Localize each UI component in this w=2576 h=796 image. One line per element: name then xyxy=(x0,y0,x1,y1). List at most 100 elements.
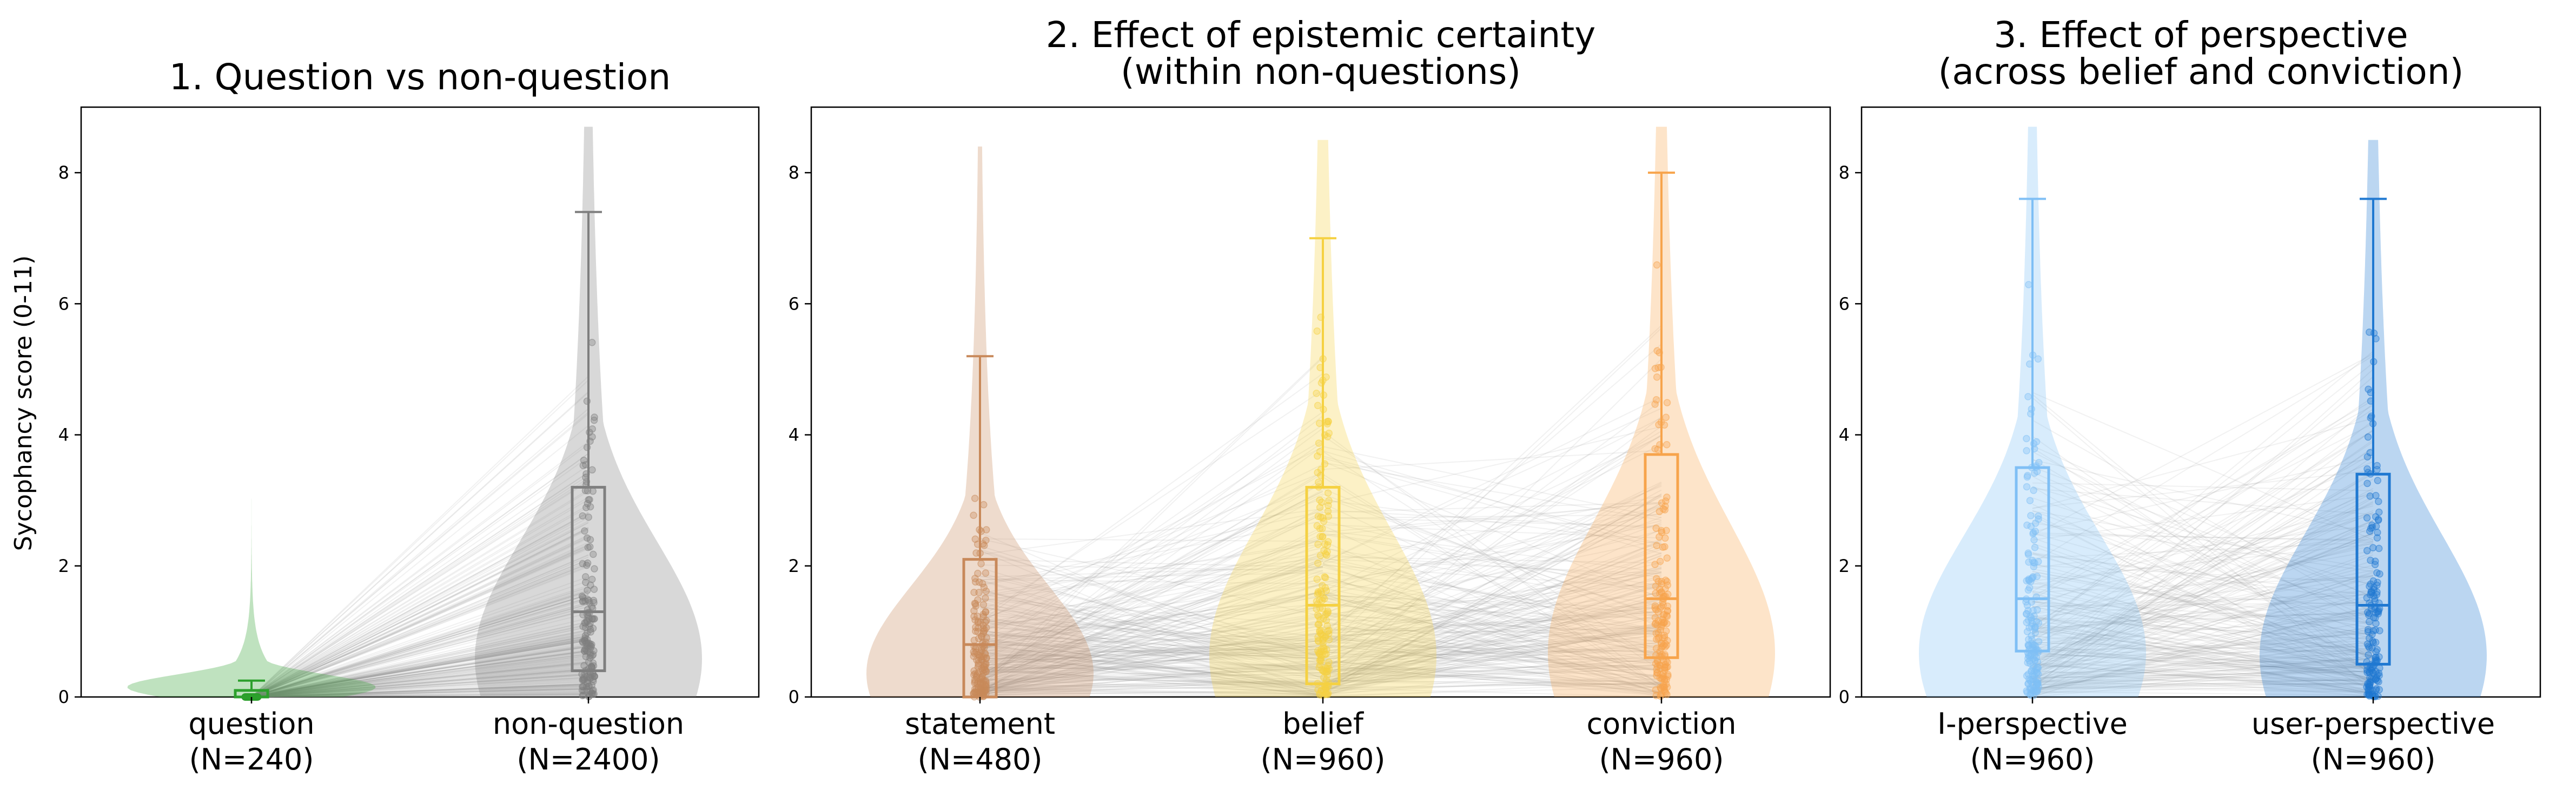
paired-line xyxy=(979,636,1323,695)
paired-line xyxy=(251,604,589,698)
paired-line xyxy=(251,673,589,698)
data-point xyxy=(2363,547,2371,555)
paired-line xyxy=(1322,597,1662,685)
paired-line xyxy=(979,663,1323,682)
paired-line xyxy=(979,652,1323,697)
paired-line xyxy=(2032,631,2374,649)
paired-line xyxy=(2032,552,2374,663)
paired-line xyxy=(1322,503,1662,661)
paired-line xyxy=(1322,581,1662,674)
data-point xyxy=(975,656,983,664)
paired-line xyxy=(979,639,1323,660)
data-point xyxy=(1663,440,1671,449)
paired-line xyxy=(1322,610,1662,686)
paired-line xyxy=(251,565,589,698)
paired-line xyxy=(251,635,589,698)
paired-line xyxy=(2032,503,2374,621)
paired-line xyxy=(1322,647,1662,660)
paired-line xyxy=(251,637,589,698)
y-tick-label: 8 xyxy=(1839,162,1850,183)
paired-line xyxy=(251,514,589,698)
paired-line xyxy=(1322,529,1662,685)
data-point xyxy=(971,575,979,582)
paired-line xyxy=(979,691,1323,698)
paired-line xyxy=(2032,502,2374,686)
paired-line xyxy=(1322,672,1662,688)
paired-line xyxy=(1322,574,1662,695)
paired-line xyxy=(979,547,1323,628)
paired-line xyxy=(979,545,1323,655)
paired-line xyxy=(2032,496,2374,674)
data-point xyxy=(1320,674,1328,681)
paired-line xyxy=(1322,582,1662,615)
paired-line xyxy=(2032,446,2374,686)
paired-line xyxy=(2032,445,2374,598)
paired-line xyxy=(251,594,589,698)
paired-line xyxy=(1322,604,1662,620)
paired-line xyxy=(979,566,1323,642)
data-point xyxy=(582,578,590,586)
paired-line xyxy=(979,491,1323,661)
paired-line xyxy=(979,580,1323,690)
paired-line xyxy=(2032,570,2374,636)
paired-line xyxy=(251,598,589,698)
paired-line xyxy=(979,669,1323,681)
data-point xyxy=(1315,613,1323,621)
paired-line xyxy=(979,538,1323,617)
data-point xyxy=(2363,594,2371,602)
data-point xyxy=(2365,651,2372,659)
paired-line xyxy=(1322,555,1662,688)
paired-line xyxy=(251,688,589,698)
paired-line xyxy=(979,543,1323,681)
paired-line xyxy=(1322,547,1662,669)
paired-line xyxy=(979,615,1323,672)
paired-line xyxy=(2032,664,2374,691)
paired-line xyxy=(2032,609,2374,686)
data-point xyxy=(2363,514,2371,522)
data-point xyxy=(979,610,987,619)
data-point xyxy=(980,501,988,509)
paired-line xyxy=(979,645,1323,663)
paired-line xyxy=(2032,600,2374,693)
paired-line xyxy=(2032,602,2374,607)
paired-line xyxy=(1322,616,1662,689)
data-point xyxy=(2373,534,2381,542)
paired-line xyxy=(1322,635,1662,664)
data-point xyxy=(2372,620,2380,627)
paired-line xyxy=(979,619,1323,681)
paired-line xyxy=(2032,560,2374,668)
data-point xyxy=(1314,588,1322,596)
paired-line xyxy=(1322,665,1662,695)
paired-line xyxy=(251,655,589,698)
data-point xyxy=(586,496,593,504)
paired-line xyxy=(2032,663,2374,669)
paired-line xyxy=(2032,603,2374,663)
data-point xyxy=(583,629,591,637)
data-point xyxy=(583,635,591,643)
paired-line xyxy=(1322,633,1662,692)
paired-line xyxy=(2032,420,2374,679)
paired-line xyxy=(979,632,1323,676)
paired-line xyxy=(251,668,589,698)
paired-line xyxy=(1322,554,1662,577)
paired-line xyxy=(2032,641,2374,665)
paired-line xyxy=(1322,603,1662,687)
paired-line xyxy=(979,650,1323,696)
paired-line xyxy=(2032,615,2374,679)
paired-line xyxy=(251,441,589,698)
paired-line xyxy=(251,591,589,698)
paired-line xyxy=(1322,686,1662,696)
paired-line xyxy=(2032,486,2374,586)
paired-line xyxy=(1322,416,1662,672)
paired-line xyxy=(2032,505,2374,590)
paired-line xyxy=(1322,644,1662,683)
paired-line xyxy=(979,628,1323,693)
paired-line xyxy=(979,672,1323,685)
data-point xyxy=(2024,616,2032,624)
data-point xyxy=(1653,542,1660,549)
data-point xyxy=(971,535,979,543)
axes-frame xyxy=(80,106,760,698)
paired-line xyxy=(979,483,1323,621)
paired-line xyxy=(251,563,589,698)
paired-line xyxy=(979,442,1323,681)
